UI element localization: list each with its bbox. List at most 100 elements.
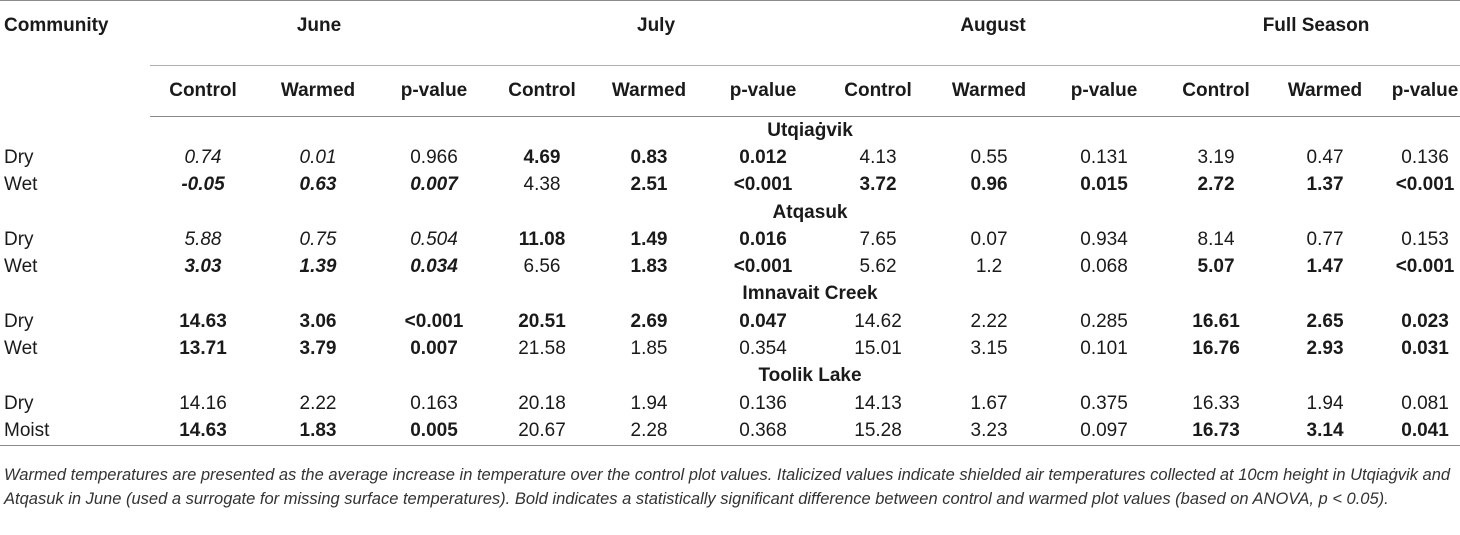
- table-cell: 16.73: [1162, 417, 1271, 446]
- table-cell: <0.001: [1395, 174, 1455, 196]
- header-row-subcols: Control Warmed p-value Control Warmed p-…: [0, 65, 1460, 117]
- table-cell: 0.55: [970, 146, 1008, 168]
- subcol-p-value: p-value: [1046, 65, 1163, 117]
- group-header-full-season: Full Season: [1162, 0, 1460, 66]
- subcol-control: Control: [150, 65, 256, 117]
- table-cell: <0.001: [404, 310, 464, 332]
- table-cell: 0.007: [410, 174, 458, 196]
- table-cell: 2.51: [630, 174, 668, 196]
- row-label: Dry: [4, 146, 34, 168]
- site-heading: Atqasuk: [772, 201, 848, 223]
- table-cell: 7.65: [859, 228, 897, 250]
- table-cell: 4.13: [859, 146, 897, 168]
- table-cell: 0.005: [380, 417, 489, 446]
- table-cell: 1.2: [975, 256, 1003, 278]
- row-label: Moist: [0, 417, 150, 446]
- table-row: Wet 3.03 1.39 0.034 6.56 1.83 <0.001 5.62 1.2 0.0…: [0, 253, 1460, 280]
- table-cell: 0.041: [1380, 417, 1460, 446]
- group-header-july: July: [488, 0, 825, 66]
- subcol-warmed: Warmed: [256, 65, 380, 117]
- table-cell: <0.001: [733, 174, 793, 196]
- table-cell: 3.19: [1197, 146, 1235, 168]
- table-cell: 0.068: [1080, 256, 1128, 278]
- table-cell: 0.023: [1401, 310, 1449, 332]
- table-cell: 5.62: [859, 256, 897, 278]
- table-row: Dry 14.16 2.22 0.163 20.18 1.94 0.136 14.13 1.67…: [0, 390, 1460, 417]
- table-cell: 2.69: [630, 310, 668, 332]
- table-cell: 1.94: [1306, 392, 1344, 414]
- table-cell: 0.007: [410, 338, 458, 360]
- table-cell: 14.16: [179, 392, 227, 414]
- table-cell: 11.08: [518, 228, 566, 250]
- table-row: Dry 14.63 3.06 <0.001 20.51 2.69 0.047 14.62 2.2…: [0, 308, 1460, 335]
- table-cell: 0.047: [739, 310, 787, 332]
- table-cell: 1.49: [630, 228, 668, 250]
- table-cell: 0.016: [739, 228, 787, 250]
- table-cell: 0.031: [1401, 338, 1449, 360]
- subcol-warmed: Warmed: [596, 65, 703, 117]
- table-cell: 2.93: [1306, 338, 1344, 360]
- table-cell: 0.012: [739, 146, 787, 168]
- table-cell: 2.22: [299, 392, 337, 414]
- table-cell: 4.69: [523, 146, 561, 168]
- subcol-control: Control: [824, 65, 933, 117]
- site-heading: Toolik Lake: [758, 365, 862, 387]
- table-cell: 0.081: [1401, 392, 1449, 414]
- site-row: Atqasuk: [0, 199, 1460, 226]
- table-cell: 1.47: [1306, 256, 1344, 278]
- table-cell: 14.63: [150, 417, 256, 446]
- table-row: Wet 13.71 3.79 0.007 21.58 1.85 0.354 15.01 3.15…: [0, 335, 1460, 362]
- table-cell: 3.03: [184, 256, 222, 278]
- subcol-warmed: Warmed: [932, 65, 1047, 117]
- table-cell: 5.07: [1197, 256, 1235, 278]
- table-cell: 14.13: [854, 392, 902, 414]
- table-cell: 3.72: [859, 174, 897, 196]
- row-label: Dry: [4, 228, 34, 250]
- site-heading: Imnavait Creek: [742, 283, 878, 305]
- site-row-spacer: [0, 199, 150, 226]
- table-cell: 20.67: [488, 417, 597, 446]
- table-cell: 0.96: [970, 174, 1008, 196]
- subcol-p-value: p-value: [1380, 65, 1460, 117]
- table-cell: 0.74: [184, 146, 222, 168]
- table-cell: 1.67: [970, 392, 1008, 414]
- site-row: Toolik Lake: [0, 363, 1460, 390]
- table-cell: 0.504: [410, 228, 458, 250]
- table-cell: 0.034: [410, 256, 458, 278]
- site-heading: Utqiaġvik: [767, 119, 853, 141]
- subcol-p-value: p-value: [702, 65, 825, 117]
- table-cell: 0.368: [702, 417, 825, 446]
- table-cell: 2.65: [1306, 310, 1344, 332]
- subcol-control: Control: [488, 65, 597, 117]
- table-cell: 3.14: [1270, 417, 1381, 446]
- table-cell: 2.22: [970, 310, 1008, 332]
- row-label: Dry: [4, 392, 34, 414]
- table-cell: 2.28: [596, 417, 703, 446]
- table-row: Wet -0.05 0.63 0.007 4.38 2.51 <0.001 3.72 0.96 0…: [0, 172, 1460, 199]
- row-label: Wet: [4, 174, 38, 196]
- table-cell: 0.285: [1080, 310, 1128, 332]
- table-cell: 0.375: [1080, 392, 1128, 414]
- table-cell: 2.72: [1197, 174, 1235, 196]
- table-cell: 0.47: [1306, 146, 1344, 168]
- table-cell: 0.101: [1080, 338, 1128, 360]
- data-table: Community June July August Full Season C…: [0, 0, 1460, 446]
- table-cell: 0.163: [410, 392, 458, 414]
- table-cell: 21.58: [518, 338, 566, 360]
- table-cell: 3.79: [299, 338, 337, 360]
- table-cell: 1.94: [630, 392, 668, 414]
- table-cell: 6.56: [523, 256, 561, 278]
- table-cell: 0.015: [1080, 174, 1128, 196]
- table-cell: 20.51: [518, 310, 566, 332]
- table-cell: 0.131: [1080, 146, 1128, 168]
- site-row-spacer: [0, 117, 150, 145]
- table-cell: 0.07: [970, 228, 1008, 250]
- table-cell: 16.76: [1192, 338, 1240, 360]
- table-cell: 0.75: [299, 228, 337, 250]
- table-row: Dry 0.74 0.01 0.966 4.69 0.83 0.012 4.13 0.55 0.1…: [0, 144, 1460, 171]
- table-cell: 0.83: [630, 146, 668, 168]
- table-cell: 0.01: [299, 146, 337, 168]
- table-cell: 0.136: [1401, 146, 1449, 168]
- community-header: Community: [0, 0, 150, 117]
- table-cell: 0.136: [739, 392, 787, 414]
